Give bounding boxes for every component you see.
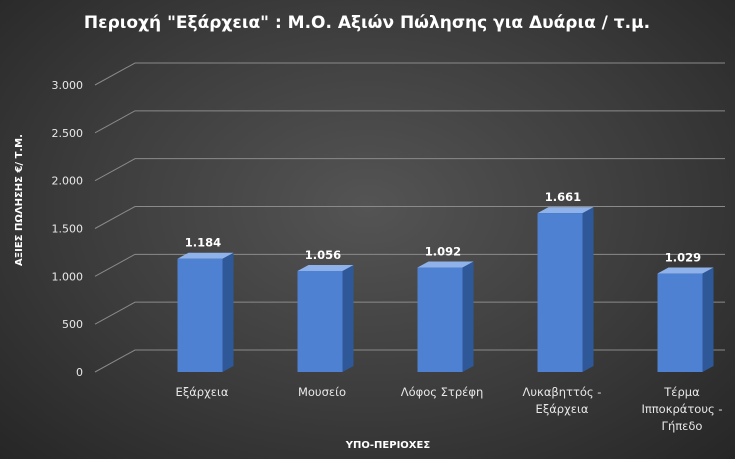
- chart-title: Περιοχή "Εξάρχεια" : Μ.Ο. Αξιών Πώλησης …: [84, 13, 650, 33]
- category-label: Λόφος Στρέφη: [401, 385, 484, 399]
- y-tick-label: 1.000: [52, 270, 84, 283]
- gridline: [94, 206, 725, 229]
- data-label: 1.184: [185, 236, 221, 250]
- gridlines: [94, 62, 725, 373]
- y-tick-labels: 0 500 1.000 1.500 2.000 2.500 3.000: [52, 79, 84, 379]
- x-axis-title: ΥΠΟ-ΠΕΡΙΟΧΕΣ: [345, 440, 431, 451]
- y-tick-label: 500: [62, 318, 83, 331]
- y-tick-label: 2.500: [52, 127, 84, 140]
- bar-side: [342, 264, 354, 372]
- bar-top: [417, 261, 474, 268]
- category-labels: Εξάρχεια Μουσείο Λόφος Στρέφη Λυκαβηττός -Ε…: [176, 385, 723, 433]
- bar-side: [222, 252, 234, 372]
- data-label: 1.056: [305, 248, 341, 262]
- category-label: Εξάρχεια: [176, 385, 229, 399]
- bar-front: [537, 213, 583, 372]
- gridline: [94, 110, 725, 134]
- bar-side: [582, 207, 594, 372]
- gridline: [94, 301, 725, 325]
- bar-top: [177, 252, 234, 259]
- bar-front: [417, 267, 463, 372]
- gridline: [94, 253, 725, 277]
- category-label: Λυκαβηττός -Εξάρχεια: [523, 385, 602, 416]
- bar: [177, 252, 234, 372]
- bar-side: [462, 261, 474, 372]
- y-tick-label: 3.000: [52, 79, 84, 92]
- y-axis-title: ΑΞΙΕΣ ΠΩΛΗΣΗΣ €/ Τ.Μ.: [14, 134, 25, 266]
- bar: [537, 207, 594, 372]
- y-tick-label: 1.500: [52, 223, 84, 236]
- bar: [297, 264, 354, 372]
- data-label: 1.661: [545, 190, 581, 204]
- gridline: [94, 349, 725, 373]
- bars: 1.184 1.056 1.092 1.661 1.029: [177, 190, 714, 372]
- y-tick-label: 0: [76, 366, 83, 379]
- bar-top: [537, 207, 594, 214]
- bar: [657, 267, 714, 372]
- bar-top: [297, 264, 354, 271]
- bar-side: [702, 267, 714, 372]
- data-label: 1.092: [425, 245, 461, 259]
- bar-front: [177, 258, 223, 372]
- category-label: Μουσείο: [298, 385, 346, 399]
- data-label: 1.029: [665, 251, 701, 265]
- bar-front: [657, 273, 703, 372]
- gridline: [94, 158, 725, 182]
- y-tick-label: 2.000: [52, 175, 84, 188]
- bar: [417, 261, 474, 372]
- category-label: Τέρμα Ιπποκράτους -Γήπεδο: [641, 385, 722, 433]
- bar-top: [657, 267, 714, 274]
- bar-front: [297, 270, 343, 372]
- gridline: [94, 62, 725, 86]
